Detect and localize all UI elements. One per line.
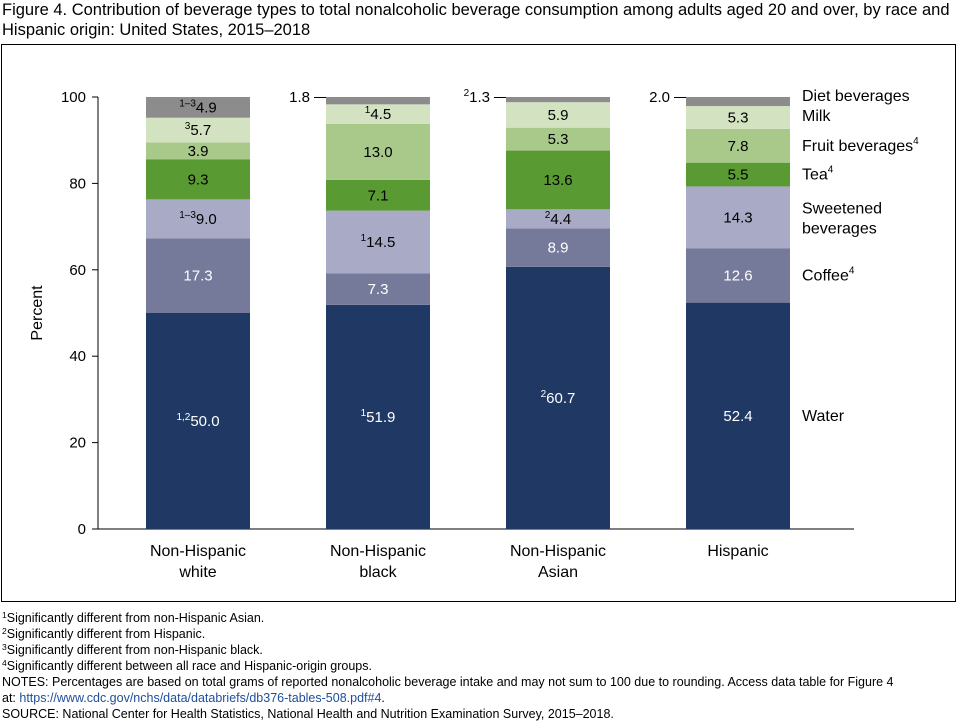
footnote-3: 3Significantly different from non-Hispan… bbox=[2, 642, 263, 657]
data-label: 24.4 bbox=[545, 210, 571, 228]
y-tick-label: 100 bbox=[61, 89, 86, 106]
data-label: 12.6 bbox=[723, 267, 752, 284]
y-tick-label: 80 bbox=[69, 175, 86, 192]
y-tick-label: 60 bbox=[69, 262, 86, 279]
data-label: 14.5 bbox=[365, 105, 391, 123]
bar-segment bbox=[686, 248, 790, 303]
bar-segment bbox=[326, 273, 430, 305]
bar-segment bbox=[146, 199, 250, 239]
data-label: 14.3 bbox=[723, 209, 752, 226]
bar-segment bbox=[146, 238, 250, 313]
bar-segment bbox=[506, 209, 610, 229]
data-label: 13.6 bbox=[543, 172, 572, 189]
notes-line-1: NOTES: Percentages are based on total gr… bbox=[2, 675, 894, 689]
data-label: 3.9 bbox=[188, 143, 209, 160]
data-label: 2.0 bbox=[649, 89, 670, 106]
bar-segment bbox=[506, 127, 610, 151]
data-label: 8.9 bbox=[548, 240, 569, 257]
bar-segment bbox=[326, 104, 430, 124]
data-label: 151.9 bbox=[361, 408, 396, 426]
data-label: 1,250.0 bbox=[176, 412, 219, 430]
data-label: 17.3 bbox=[183, 268, 212, 285]
data-label: 5.3 bbox=[548, 131, 569, 148]
data-label: 13.0 bbox=[363, 144, 392, 161]
legend-label: Tea4 bbox=[802, 165, 834, 184]
figure-title: Figure 4. Contribution of beverage types… bbox=[2, 1, 950, 39]
legend-label: beverages bbox=[802, 220, 877, 237]
footnote-4: 4Significantly different between all rac… bbox=[2, 658, 372, 673]
data-label: 7.8 bbox=[728, 138, 749, 155]
legend-label: Sweetened bbox=[802, 200, 882, 217]
bar-segment bbox=[326, 304, 430, 529]
y-tick-label: 0 bbox=[78, 521, 86, 538]
stacked-bar-chart: 0 20 40 60 80 100 Percent Non-Hispanic white Non-… bbox=[29, 88, 919, 581]
bar-segment bbox=[686, 302, 790, 529]
footnote-2: 2Significantly different from Hispanic. bbox=[2, 626, 206, 641]
category-label: Non-Hispanic bbox=[150, 543, 246, 560]
data-label: 7.3 bbox=[368, 281, 389, 298]
data-label: 1–39.0 bbox=[179, 210, 217, 228]
bar-segment bbox=[506, 102, 610, 128]
bar-segment bbox=[686, 128, 790, 163]
footnotes: 1Significantly different from non-Hispan… bbox=[2, 610, 957, 722]
data-label: 260.7 bbox=[541, 389, 576, 407]
category-label: Non-Hispanic bbox=[330, 543, 426, 560]
y-tick-label: 40 bbox=[69, 348, 86, 365]
legend-label: Coffee4 bbox=[802, 265, 855, 284]
data-label: 1.8 bbox=[289, 89, 310, 106]
y-axis-label: Percent bbox=[29, 285, 46, 341]
data-label: 9.3 bbox=[188, 171, 209, 188]
data-label: 5.3 bbox=[728, 110, 749, 127]
data-label: 114.5 bbox=[361, 233, 396, 251]
data-label: 52.4 bbox=[723, 408, 752, 425]
bar-segment bbox=[326, 97, 430, 105]
category-label: Non-Hispanic bbox=[510, 543, 606, 560]
category-label: black bbox=[359, 564, 397, 581]
chart-frame: 0 20 40 60 80 100 Percent Non-Hispanic white Non-… bbox=[1, 44, 956, 602]
data-label: 5.9 bbox=[548, 107, 569, 124]
bar-segment bbox=[326, 123, 430, 180]
bar-segment bbox=[686, 97, 790, 107]
bar-segment bbox=[506, 97, 610, 103]
legend-label: Diet beverages bbox=[802, 88, 910, 105]
bar-segment bbox=[146, 159, 250, 200]
bar-segment bbox=[686, 106, 790, 129]
category-label: Asian bbox=[538, 564, 578, 581]
bar-segment bbox=[506, 266, 610, 529]
bar-segment bbox=[326, 179, 430, 211]
legend-label: Milk bbox=[802, 108, 831, 125]
bar-segment bbox=[146, 313, 250, 529]
data-label: 1–34.9 bbox=[179, 98, 217, 116]
category-label: Hispanic bbox=[707, 543, 768, 560]
bar-segment bbox=[146, 142, 250, 160]
notes-line-2: at: https://www.cdc.gov/nchs/data/databr… bbox=[2, 691, 385, 705]
legend-label: Fruit beverages4 bbox=[802, 136, 919, 155]
footnote-1: 1Significantly different from non-Hispan… bbox=[2, 610, 265, 625]
data-label: 21.3 bbox=[464, 88, 490, 106]
bar-segment bbox=[146, 117, 250, 143]
source-line: SOURCE: National Center for Health Stati… bbox=[2, 707, 614, 721]
bar-segment bbox=[146, 97, 250, 118]
bar-segment bbox=[506, 228, 610, 267]
bar-segment bbox=[686, 162, 790, 187]
data-label: 35.7 bbox=[185, 121, 211, 139]
bar-segment bbox=[686, 186, 790, 249]
bar-segment bbox=[506, 150, 610, 210]
data-label: 5.5 bbox=[728, 167, 749, 184]
data-table-link[interactable]: https://www.cdc.gov/nchs/data/databriefs… bbox=[19, 691, 382, 705]
y-tick-label: 20 bbox=[69, 435, 86, 452]
category-label: white bbox=[178, 564, 216, 581]
data-label: 7.1 bbox=[368, 187, 389, 204]
bar-segment bbox=[326, 210, 430, 274]
legend-label: Water bbox=[802, 408, 845, 425]
